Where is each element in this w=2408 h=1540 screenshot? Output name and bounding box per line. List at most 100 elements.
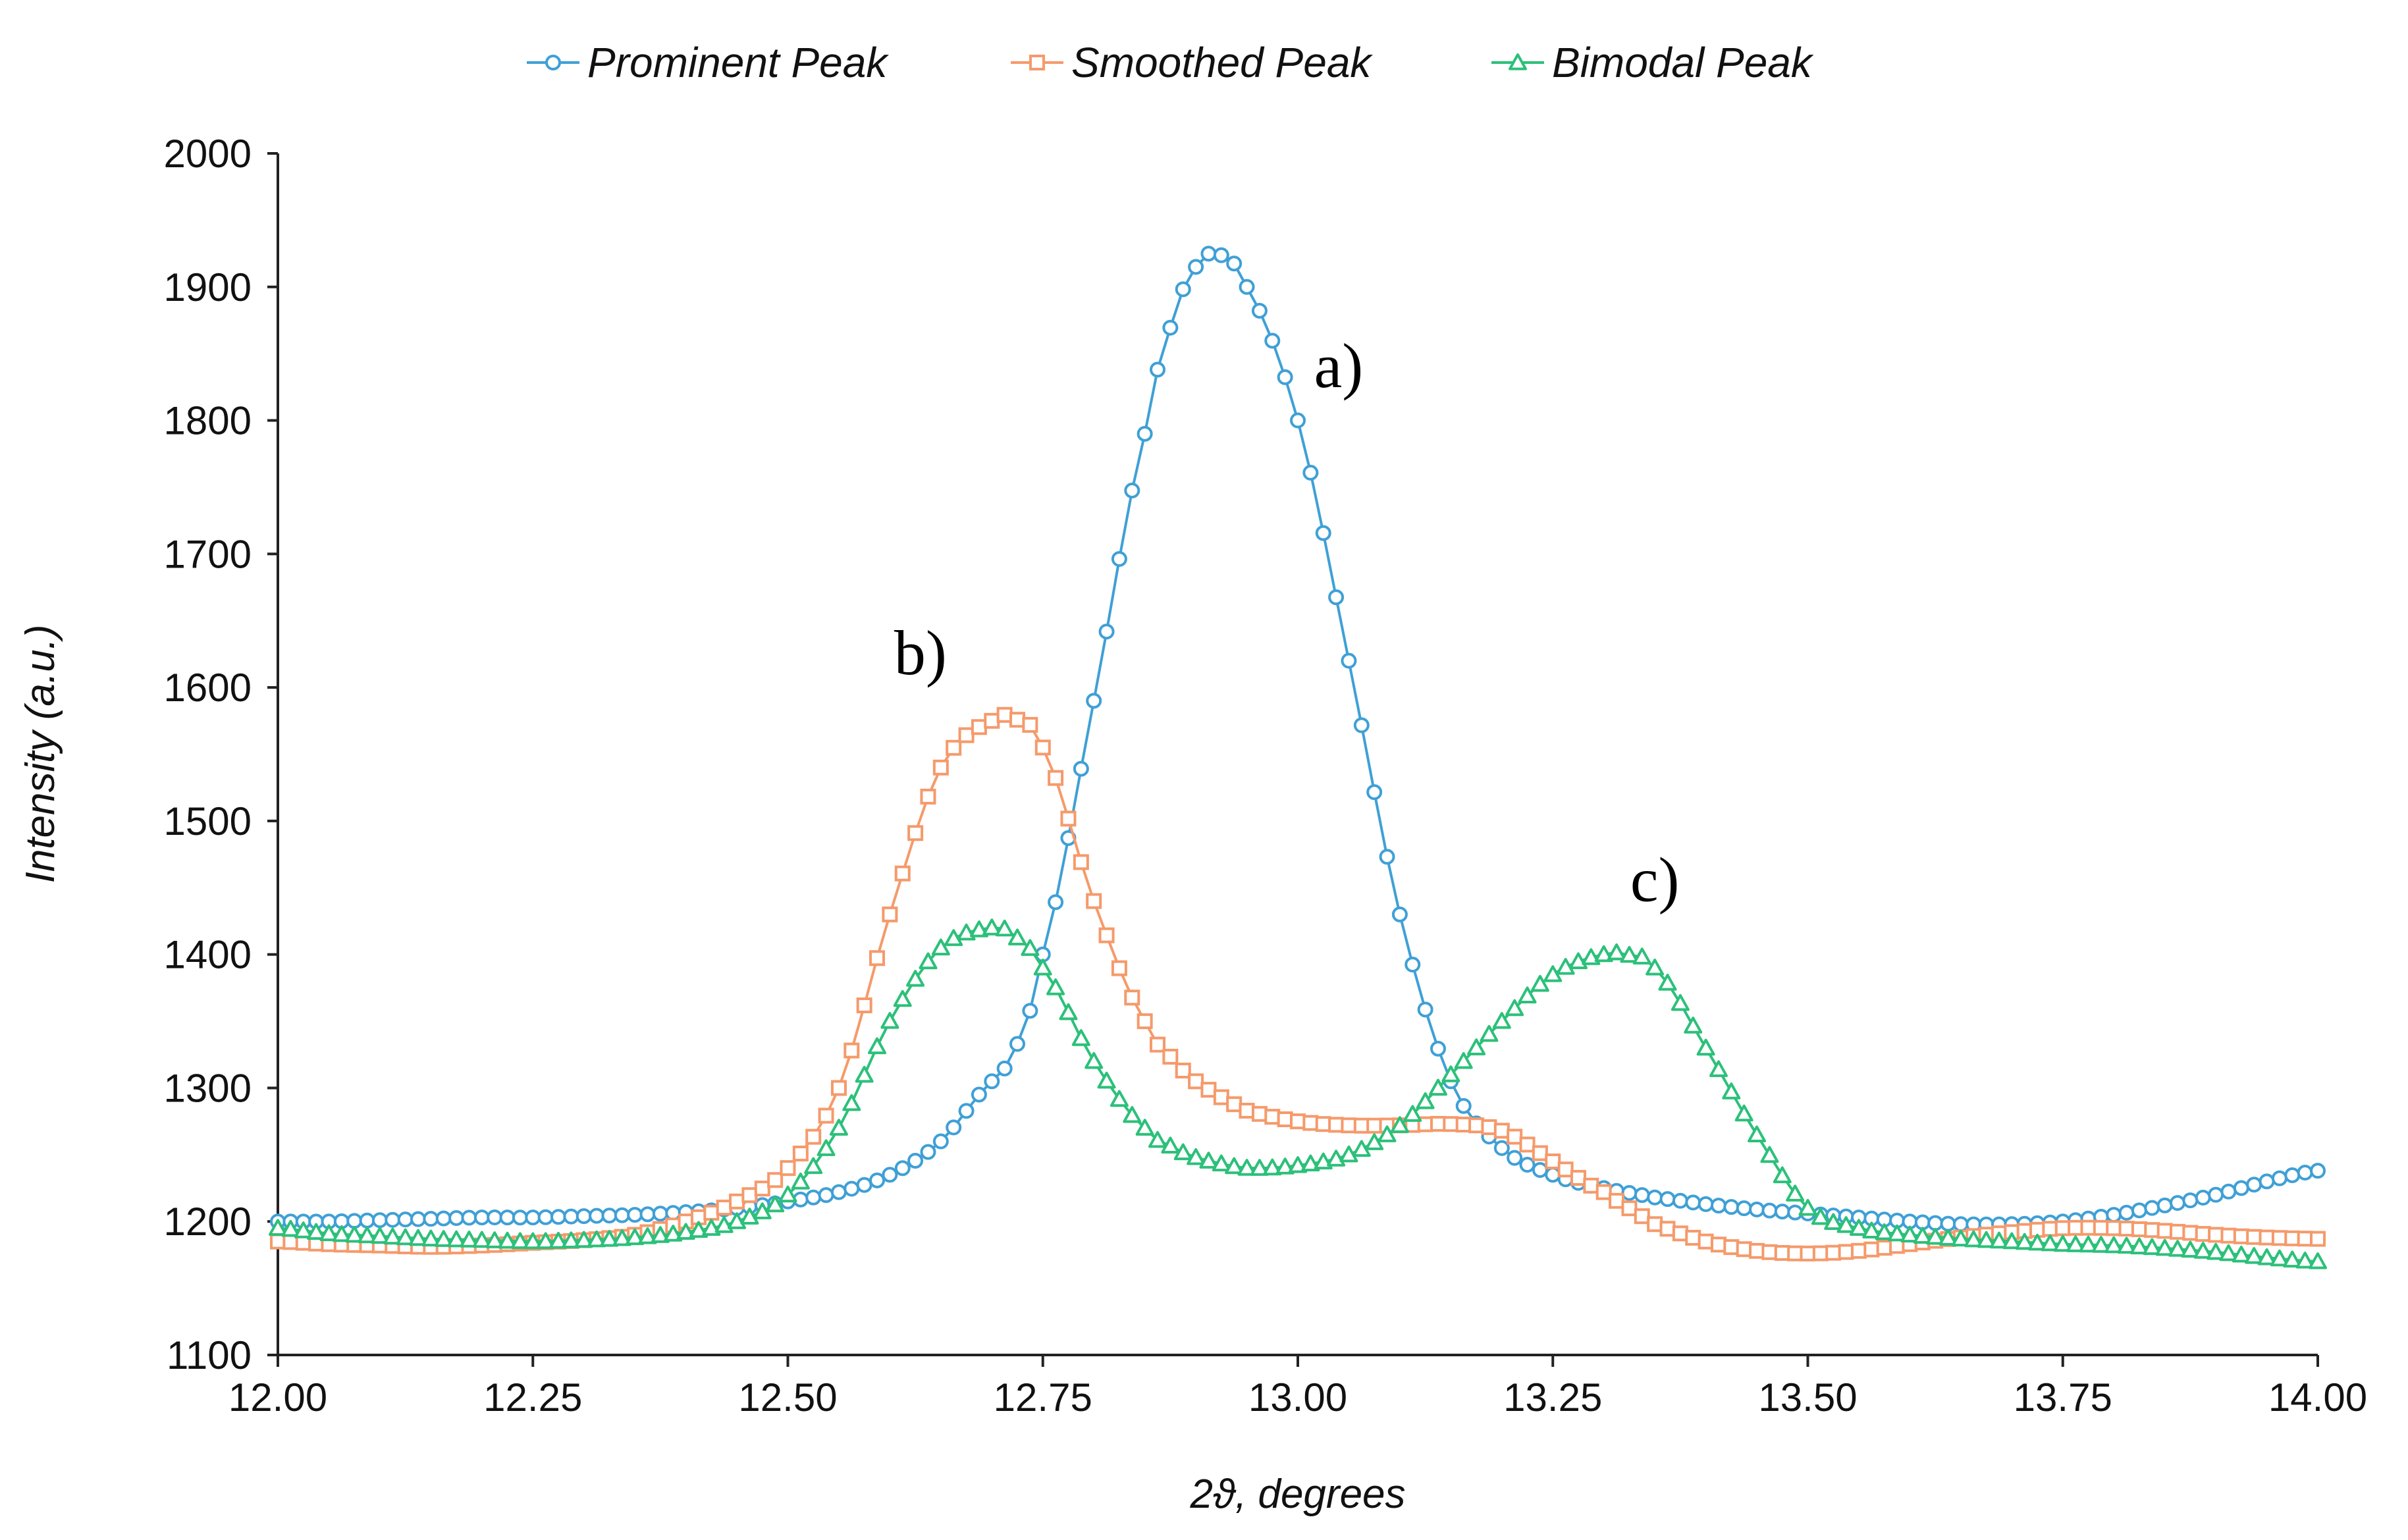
- data-point-marker: [423, 1211, 439, 1227]
- data-point-marker: [792, 1146, 809, 1162]
- data-point-marker: [448, 1210, 465, 1227]
- data-point-marker: [1251, 302, 1268, 319]
- data-point-marker: [1557, 1161, 1574, 1178]
- data-point-marker: [1264, 1109, 1281, 1125]
- y-tick-label: 1600: [164, 666, 252, 710]
- data-point-marker: [1672, 1192, 1688, 1209]
- data-point-marker: [600, 1229, 619, 1247]
- data-point-marker: [1275, 1157, 1295, 1175]
- data-point-marker: [1468, 1117, 1485, 1134]
- data-point-marker: [868, 1037, 887, 1055]
- data-point-marker: [2207, 1242, 2226, 1260]
- data-point-marker: [447, 1230, 466, 1248]
- data-point-marker: [1250, 1159, 1269, 1176]
- data-point-marker: [397, 1211, 414, 1228]
- data-point-marker: [1059, 1003, 1078, 1021]
- x-tick-label: 14.00: [2268, 1375, 2367, 1420]
- data-point-marker: [575, 1208, 592, 1225]
- data-point-marker: [1964, 1230, 1983, 1248]
- data-point-marker: [499, 1209, 516, 1226]
- data-point-marker: [1390, 1116, 1409, 1133]
- data-point-marker: [294, 1221, 313, 1238]
- data-point-marker: [2129, 1237, 2149, 1255]
- data-point-marker: [1620, 945, 1639, 963]
- data-point-marker: [856, 997, 872, 1013]
- data-point-marker: [1709, 1060, 1728, 1077]
- data-point-marker: [2195, 1190, 2211, 1206]
- data-point-marker: [498, 1231, 517, 1249]
- data-point-marker: [882, 1167, 898, 1183]
- data-point-marker: [627, 1207, 643, 1223]
- data-point-marker: [1226, 255, 1243, 272]
- data-point-marker: [703, 1204, 720, 1221]
- data-point-marker: [2170, 1223, 2186, 1240]
- data-point-marker: [1048, 770, 1064, 786]
- data-point-marker: [1684, 1017, 1703, 1034]
- data-point-marker: [1328, 1117, 1345, 1133]
- data-point-marker: [778, 1185, 797, 1203]
- data-point-marker: [1609, 1192, 1625, 1209]
- data-point-marker: [421, 1229, 441, 1247]
- data-point-marker: [1353, 717, 1370, 733]
- data-point-marker: [2297, 1231, 2313, 1247]
- data-point-marker: [1467, 1038, 1486, 1055]
- data-point-marker: [805, 1128, 822, 1145]
- data-point-marker: [1161, 1136, 1180, 1154]
- data-point-marker: [791, 1173, 810, 1190]
- data-point-marker: [1825, 1244, 1842, 1261]
- data-point-marker: [1723, 1239, 1740, 1256]
- data-point-marker: [907, 1152, 924, 1169]
- legend-item: Smoothed Peak: [1011, 39, 1373, 86]
- data-point-marker: [1405, 957, 1421, 973]
- data-point-marker: [1736, 1241, 1752, 1258]
- data-point-marker: [2041, 1234, 2060, 1252]
- data-point-marker: [984, 712, 1000, 729]
- y-tick-group: 1100 1200 1300 1400 1500 1600 1700 1800 1900 2000: [164, 132, 278, 1377]
- data-point-marker: [359, 1212, 375, 1229]
- data-point-marker: [2156, 1223, 2173, 1239]
- data-point-marker: [971, 719, 987, 735]
- data-point-marker: [1098, 624, 1115, 640]
- data-point-marker: [842, 1094, 861, 1111]
- data-point-marker: [1595, 1184, 1612, 1200]
- data-point-marker: [1187, 1148, 1206, 1165]
- x-tick-label: 12.25: [483, 1375, 582, 1420]
- data-point-marker: [1685, 1229, 1701, 1246]
- data-point-marker: [2042, 1221, 2058, 1237]
- data-point-marker: [1237, 1159, 1256, 1176]
- data-point-marker: [2106, 1207, 2122, 1223]
- data-point-marker: [1379, 849, 1395, 865]
- data-point-marker: [435, 1210, 452, 1227]
- data-point-marker: [2245, 1247, 2264, 1264]
- data-point-marker: [512, 1209, 528, 1226]
- data-point-marker: [1480, 1024, 1499, 1042]
- data-point-marker: [818, 1187, 834, 1204]
- data-point-marker: [919, 952, 938, 970]
- data-point-marker: [1455, 1098, 1472, 1114]
- data-point-marker: [1022, 716, 1038, 733]
- data-point-marker: [1492, 1012, 1511, 1029]
- y-tick-label: 1300: [164, 1066, 252, 1110]
- data-point-marker: [893, 990, 912, 1007]
- data-point-marker: [1137, 425, 1153, 442]
- data-point-marker: [1761, 1244, 1778, 1260]
- data-point-marker: [1098, 927, 1115, 943]
- data-point-marker: [461, 1209, 477, 1226]
- data-point-marker: [1812, 1245, 1829, 1261]
- data-point-marker: [2181, 1240, 2200, 1258]
- data-point-marker: [984, 1073, 1000, 1090]
- series-layer: [269, 246, 2327, 1269]
- data-point-marker: [880, 1012, 899, 1029]
- data-point-marker: [843, 1181, 860, 1197]
- data-point-marker: [1150, 1036, 1166, 1053]
- data-point-marker: [1226, 1096, 1243, 1113]
- data-point-marker: [1022, 1003, 1038, 1019]
- data-point-marker: [1188, 259, 1204, 275]
- data-point-marker: [2257, 1248, 2276, 1265]
- data-point-marker: [1774, 1204, 1790, 1220]
- data-point-marker: [1545, 1153, 1561, 1169]
- data-point-marker: [2220, 1183, 2237, 1200]
- data-point-marker: [1621, 1184, 1638, 1201]
- data-point-marker: [920, 1144, 936, 1160]
- data-point-marker: [2156, 1197, 2173, 1213]
